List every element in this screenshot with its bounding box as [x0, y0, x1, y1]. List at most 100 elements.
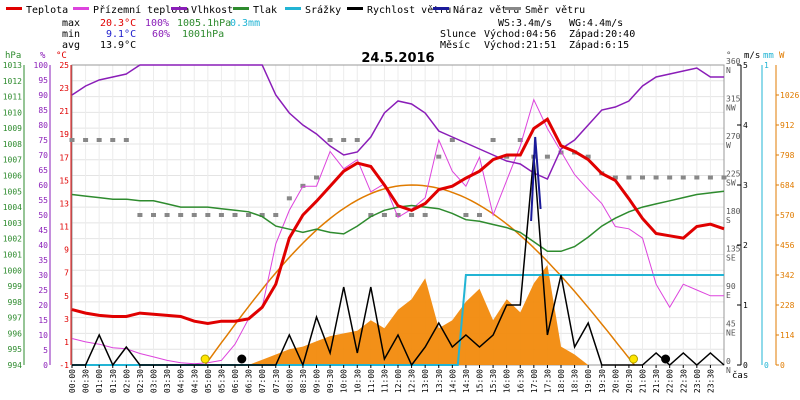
- direction-tick-compass: N: [726, 366, 731, 375]
- time-axis: 00:00 00:30 01:00 01:30 02:00 02:30 03:00 03:30…: [68, 365, 715, 393]
- time-tick-label: 22:00: [666, 369, 675, 393]
- moon-event-icon: [237, 354, 247, 364]
- wind-direction-point: [640, 175, 645, 180]
- time-tick-label: 22:30: [679, 369, 688, 393]
- direction-tick-value: 315: [726, 95, 741, 104]
- wind-direction-point: [626, 175, 632, 180]
- humidity-tick-label: 20: [38, 301, 48, 310]
- wind-direction-point: [436, 154, 442, 159]
- sun-label: Slunce: [440, 29, 476, 40]
- wind-speed-tick-label: 5: [743, 61, 748, 70]
- humidity-tick-label: 55: [38, 196, 48, 205]
- unit-celsius: °C: [56, 51, 67, 61]
- time-tick-label: 07:00: [258, 369, 267, 393]
- legend-swatch: [73, 7, 89, 10]
- humidity-tick-label: 45: [38, 226, 48, 235]
- temperature-tick-label: 15: [59, 176, 69, 185]
- sun-rise: Východ:04:56: [484, 28, 556, 40]
- wind-direction-point: [517, 138, 523, 142]
- stats-max-pressure: 1005.1hPa: [177, 18, 231, 29]
- time-tick-label: 00:00: [68, 369, 77, 393]
- axis-units: hPa % °C ° m/s mm W čas: [5, 51, 785, 381]
- legend-label: Srážky: [305, 4, 341, 16]
- radiation-tick-label: 0: [780, 361, 785, 370]
- time-tick-label: 16:30: [516, 369, 525, 393]
- legend-swatch: [6, 7, 22, 10]
- chart-date-title: 24.5.2016: [361, 51, 434, 66]
- wind-direction-point: [653, 175, 659, 180]
- wind-direction-point: [273, 213, 279, 217]
- wind-direction-point: [721, 175, 727, 180]
- wind-direction-point: [123, 138, 129, 142]
- stats-min-temp: 9.1°C: [106, 29, 136, 40]
- stats-label-avg: avg: [62, 40, 80, 51]
- legend-label: Náraz větru: [453, 4, 519, 16]
- time-tick-label: 16:00: [503, 369, 512, 393]
- right-axes: 360N315NW270W225SW180S135SE90E45NE0N0123…: [726, 57, 799, 375]
- time-tick-label: 03:30: [163, 369, 172, 393]
- wind-direction-point: [667, 175, 673, 180]
- humidity-tick-label: 0: [43, 361, 48, 370]
- wind-direction-point: [395, 213, 401, 217]
- wind-speed-tick-label: 4: [743, 121, 748, 130]
- time-tick-label: 07:30: [272, 369, 281, 393]
- time-tick-label: 10:00: [340, 369, 349, 393]
- time-tick-label: 10:30: [353, 369, 362, 393]
- pressure-tick-label: 1000: [3, 266, 22, 275]
- wind-direction-point: [341, 138, 347, 142]
- time-tick-label: 17:00: [530, 369, 539, 393]
- temperature-tick-label: 17: [59, 153, 69, 162]
- humidity-tick-label: 75: [38, 136, 48, 145]
- wind-speed-tick-label: 2: [743, 241, 748, 250]
- pressure-tick-label: 999: [8, 282, 23, 291]
- time-tick-label: 12:00: [394, 369, 403, 393]
- wind-direction-point: [137, 213, 143, 217]
- time-tick-label: 05:00: [204, 369, 213, 393]
- pressure-tick-label: 995: [8, 345, 23, 354]
- time-tick-label: 21:00: [639, 369, 648, 393]
- stats-label-min: min: [62, 29, 80, 40]
- wind-direction-point: [191, 213, 197, 217]
- direction-tick-compass: SE: [726, 254, 736, 263]
- wind-direction-point: [490, 138, 496, 142]
- radiation-tick-label: 912: [780, 121, 795, 130]
- legend-swatch: [171, 7, 187, 10]
- wind-direction-point: [422, 213, 428, 217]
- wind-direction-point: [707, 175, 713, 180]
- time-tick-label: 05:30: [217, 369, 226, 393]
- pressure-tick-label: 1005: [3, 187, 22, 196]
- sun-event-icon: [200, 354, 210, 364]
- time-tick-label: 02:30: [136, 369, 145, 393]
- time-tick-label: 12:30: [408, 369, 417, 393]
- wind-speed-info: WS:3.4m/s: [498, 18, 552, 29]
- time-tick-label: 13:00: [421, 369, 430, 393]
- pressure-tick-label: 994: [8, 361, 23, 370]
- temperature-tick-label: 21: [59, 107, 69, 116]
- wind-direction-point: [463, 213, 469, 217]
- humidity-tick-label: 50: [38, 211, 48, 220]
- legend-swatch: [347, 7, 363, 10]
- stats-panel: max 20.3°C 100% 1005.1hPa 0.3mm min 9.1°…: [62, 18, 260, 51]
- time-tick-label: 00:30: [82, 369, 91, 393]
- wind-direction-point: [218, 213, 224, 217]
- time-tick-label: 06:00: [231, 369, 240, 393]
- wind-direction-point: [449, 138, 455, 142]
- radiation-tick-label: 342: [780, 271, 795, 280]
- series-solar-radiation-area: [248, 265, 589, 365]
- time-tick-label: 19:00: [584, 369, 593, 393]
- wind-speed-tick-label: 3: [743, 181, 748, 190]
- time-tick-label: 01:30: [109, 369, 118, 393]
- pressure-tick-label: 1003: [3, 219, 22, 228]
- pressure-tick-label: 997: [8, 314, 23, 323]
- wind-direction-point: [314, 175, 319, 180]
- time-tick-label: 23:00: [693, 369, 702, 393]
- moon-event-icon: [661, 354, 671, 364]
- radiation-tick-label: 684: [780, 181, 795, 190]
- direction-tick-compass: NE: [726, 329, 736, 338]
- series-temperature: [71, 116, 725, 326]
- time-tick-label: 04:30: [190, 369, 199, 393]
- humidity-tick-label: 85: [38, 106, 48, 115]
- series-ground-temperature: [71, 98, 724, 365]
- legend-swatch: [433, 7, 449, 10]
- humidity-tick-label: 35: [38, 256, 48, 265]
